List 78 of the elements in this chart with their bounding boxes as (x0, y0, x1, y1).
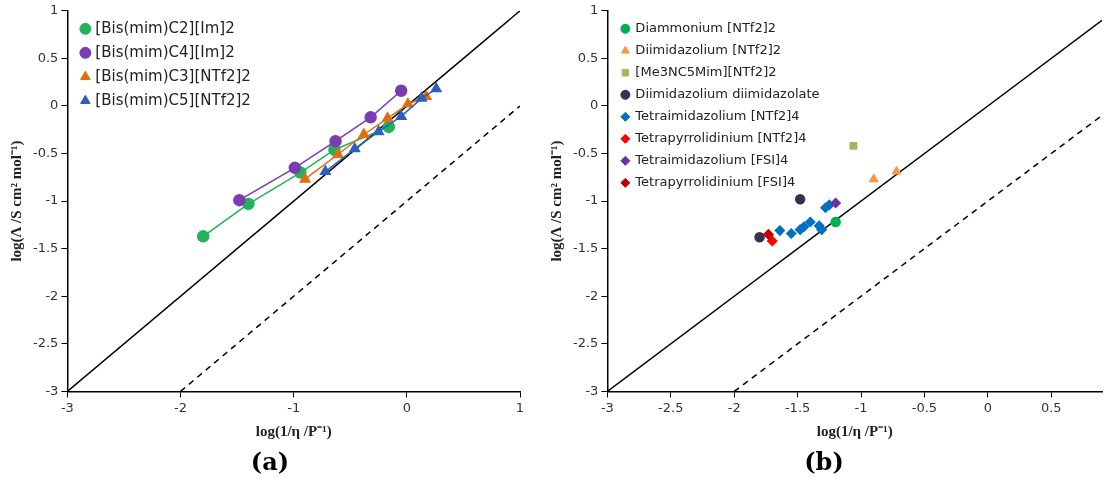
point (754, 232, 765, 243)
y-tick-label: -3 (585, 382, 599, 398)
point (196, 230, 210, 243)
y-tick-label: 1 (590, 2, 599, 18)
text: (a) (249, 447, 291, 476)
point (763, 229, 774, 240)
point (233, 193, 246, 207)
x-tick-label: -2.5 (658, 399, 684, 415)
y-tick-label: 1 (50, 2, 59, 18)
point (805, 216, 816, 228)
point (402, 97, 414, 108)
x-tick-label: -0.5 (911, 399, 938, 415)
y-tick-label: 0.5 (577, 49, 599, 65)
point (794, 193, 806, 205)
point (430, 82, 442, 93)
x-axis-title: log(1/η /P⁻¹) (816, 422, 893, 440)
legend-label: Tetrapyrrolidinium [NTf2]4 (634, 130, 807, 146)
legend-label: [Bis(mim)C2][Im]2 (95, 18, 235, 37)
point (288, 161, 302, 175)
y-axis-title: log(Λ /S cm² mol⁻¹) (547, 140, 565, 262)
x-tick-label: 0 (402, 399, 411, 415)
legend-label: Tetraimidazolium [NTf2]4 (634, 108, 800, 124)
y-tick-label: 0 (590, 97, 599, 113)
y-tick-label: -1 (585, 192, 599, 208)
point (394, 84, 408, 97)
y-tick-label: -1.5 (572, 240, 599, 256)
point (830, 216, 841, 228)
point (869, 173, 879, 183)
legend-label: [Bis(mim)C5][NTf2]2 (95, 90, 251, 109)
point (891, 166, 902, 175)
y-tick-label: 0 (50, 97, 59, 113)
point (830, 197, 841, 209)
point (364, 111, 377, 124)
legend-label: [Me3NC5Mim][NTf2]2 (635, 64, 777, 80)
y-tick-label: -2.5 (32, 335, 59, 351)
point (329, 134, 342, 148)
legend-label: [Bis(mim)C4][Im]2 (95, 42, 235, 61)
legend-label: Tetraimidazolium [FSI]4 (634, 152, 789, 168)
point (319, 165, 331, 176)
y-tick-label: -0.5 (32, 144, 59, 160)
legend-label: Diammonium [NTf2]2 (635, 20, 777, 36)
point (416, 92, 428, 102)
point (382, 112, 394, 122)
y-tick-label: -0.5 (572, 144, 599, 160)
x-tick-label: -1 (854, 399, 868, 415)
x-tick-label: -2 (727, 399, 741, 415)
point (373, 125, 385, 136)
x-axis-title: log(1/η /P⁻¹) (255, 422, 332, 440)
point (766, 235, 778, 247)
x-tick-label: -1.5 (784, 399, 811, 415)
y-tick-label: -1.5 (32, 240, 59, 256)
point (299, 172, 311, 183)
x-tick-label: -3 (600, 399, 614, 415)
legend-label: [Bis(mim)C3][NTf2]2 (95, 66, 251, 85)
legend-label: Tetrapyrrolidinium [FSI]4 (634, 174, 796, 190)
text: (b) (803, 447, 845, 476)
y-tick-label: 0.5 (37, 49, 59, 65)
point (774, 225, 786, 236)
x-tick-label: -1 (287, 399, 301, 415)
point (849, 141, 858, 150)
point (349, 142, 361, 153)
point (358, 128, 370, 138)
x-tick-label: -2 (174, 399, 188, 415)
y-tick-label: -2 (585, 287, 599, 303)
y-tick-label: -2 (45, 287, 59, 303)
y-tick-label: -1 (45, 192, 59, 208)
x-tick-label: 0.5 (1040, 399, 1062, 415)
point (332, 148, 344, 158)
x-tick-label: 1 (515, 399, 525, 415)
point (395, 110, 407, 120)
x-tick-label: 0 (983, 399, 992, 415)
y-tick-label: -2.5 (572, 335, 599, 351)
legend-label: Diimidazolium diimidazolate (635, 86, 820, 102)
y-axis-title: log(Λ /S cm² mol⁻¹) (7, 140, 25, 262)
legend-label: Diimidazolium [NTf2]2 (635, 42, 782, 58)
point (786, 228, 797, 239)
y-tick-label: -3 (45, 382, 59, 398)
x-tick-label: -3 (60, 399, 74, 415)
